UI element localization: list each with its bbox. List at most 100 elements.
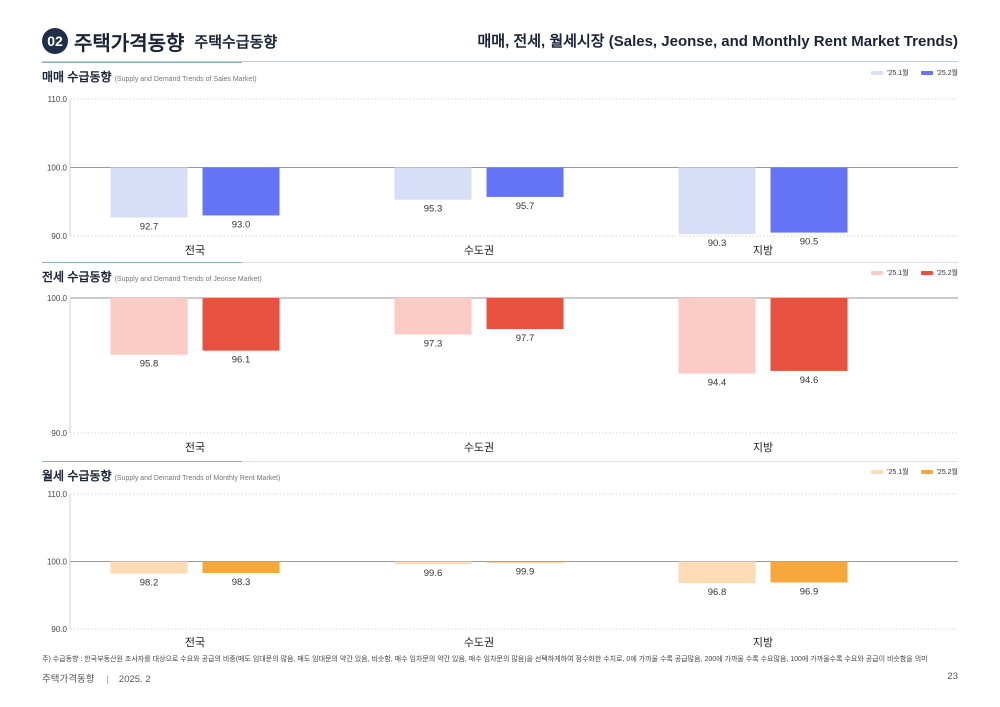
header-divider	[42, 61, 958, 62]
bar	[110, 167, 188, 218]
bar	[678, 167, 756, 234]
data-label: 99.9	[516, 567, 535, 578]
legend-label: '25.1월	[887, 469, 909, 476]
data-label: 96.9	[800, 586, 819, 597]
bar	[770, 167, 848, 233]
footer: 주택가격동향 | 2025. 2	[42, 671, 151, 685]
data-label: 95.3	[424, 204, 443, 215]
legend-label: '25.2월	[936, 270, 958, 277]
section-accent-line	[42, 461, 242, 462]
page-title: 주택가격동향	[74, 32, 185, 55]
bar	[110, 298, 188, 355]
section-accent-line	[42, 262, 242, 263]
bar	[202, 167, 280, 216]
category-label: 전국	[185, 441, 205, 454]
data-label: 99.6	[424, 568, 443, 579]
legend-item: '25.2월	[920, 268, 958, 278]
legend-item: '25.2월	[920, 68, 958, 78]
data-label: 98.3	[232, 577, 251, 588]
category-label: 수도권	[464, 441, 494, 454]
bar	[770, 298, 848, 371]
page-subtitle: 주택수급동향	[194, 33, 278, 51]
data-label: 95.8	[140, 359, 159, 370]
y-tick-label: 90.0	[51, 232, 67, 241]
bar	[394, 298, 472, 335]
footer-report-name: 주택가격동향	[42, 674, 95, 685]
legend-label: '25.1월	[887, 70, 909, 77]
data-label: 97.3	[424, 338, 443, 349]
y-tick-label: 90.0	[51, 625, 67, 634]
y-tick-label: 100.0	[47, 558, 68, 567]
bar	[110, 561, 188, 574]
legend-label: '25.1월	[887, 270, 909, 277]
page-right-title: 매매, 전세, 월세시장 (Sales, Jeonse, and Monthly…	[477, 33, 959, 50]
y-tick-label: 90.0	[51, 429, 67, 438]
data-label: 94.6	[800, 375, 819, 386]
jeonse-chart-title: 전세 수급동향 (Supply and Demand Trends of Jeon…	[42, 270, 262, 284]
legend-item: '25.1월	[871, 268, 909, 278]
footnote: 주) 수급동향 : 한국부동산원 조사자를 대상으로 수요와 공급의 비중(매도…	[42, 656, 928, 663]
bar	[486, 298, 564, 330]
data-label: 98.2	[140, 578, 159, 589]
legend-swatch	[920, 470, 933, 474]
page-number: 23	[947, 671, 958, 682]
footer-separator: |	[106, 674, 109, 685]
legend-item: '25.1월	[871, 467, 909, 477]
data-label: 95.7	[516, 201, 535, 212]
category-label: 전국	[185, 244, 205, 257]
data-label: 90.3	[708, 238, 727, 249]
rent-chart-title: 월세 수급동향 (Supply and Demand Trends of Mont…	[42, 469, 281, 483]
category-label: 전국	[185, 636, 205, 649]
footer-date: 2025. 2	[118, 674, 151, 685]
bar	[486, 167, 564, 197]
category-label: 수도권	[464, 244, 494, 257]
data-label: 96.8	[708, 587, 727, 598]
rent-section: 월세 수급동향 (Supply and Demand Trends of Mont…	[42, 461, 958, 651]
bar	[394, 167, 472, 200]
legend-swatch	[871, 470, 884, 474]
legend-swatch	[871, 71, 884, 75]
page-header: 02 주택가격동향 주택수급동향	[42, 26, 277, 56]
legend-swatch	[920, 71, 933, 75]
sales-section: 매매 수급동향 (Supply and Demand Trends of Sale…	[42, 62, 958, 260]
chart-legend: '25.1월 '25.2월	[859, 68, 958, 78]
legend-swatch	[871, 271, 884, 275]
jeonse-chart: 100.0 90.0 95.8 96.1 전국 97.3 97.7 수도권 94.4 94.6 지방	[47, 294, 958, 454]
bar	[678, 298, 756, 374]
section-accent-line	[42, 62, 242, 63]
y-tick-label: 100.0	[47, 164, 68, 173]
sales-chart-title: 매매 수급동향 (Supply and Demand Trends of Sale…	[42, 70, 257, 84]
category-label: 지방	[753, 244, 773, 257]
bar	[770, 561, 848, 583]
legend-swatch	[920, 271, 933, 275]
y-tick-label: 110.0	[48, 490, 68, 499]
legend-label: '25.2월	[936, 469, 958, 476]
bar	[678, 561, 756, 584]
y-tick-label: 110.0	[48, 95, 68, 104]
section-number-badge: 02	[42, 28, 68, 54]
bar	[394, 561, 472, 565]
data-label: 92.7	[140, 222, 159, 233]
category-label: 지방	[753, 636, 773, 649]
bar	[202, 298, 280, 351]
section-divider	[42, 262, 958, 263]
data-label: 93.0	[232, 219, 251, 230]
bar	[486, 561, 564, 563]
jeonse-section: 전세 수급동향 (Supply and Demand Trends of Jeon…	[42, 262, 958, 460]
bar	[202, 561, 280, 573]
legend-label: '25.2월	[936, 70, 958, 77]
sales-chart: 110.0 100.0 90.0 92.7 93.0 전국 95.3 95.7 수도권 90.3 9…	[47, 95, 958, 257]
data-label: 90.5	[800, 237, 819, 248]
legend-item: '25.2월	[920, 467, 958, 477]
section-divider	[42, 461, 958, 462]
legend-item: '25.1월	[871, 68, 909, 78]
data-label: 94.4	[708, 378, 727, 389]
chart-legend: '25.1월 '25.2월	[859, 268, 958, 278]
y-tick-label: 100.0	[47, 294, 68, 303]
chart-legend: '25.1월 '25.2월	[859, 467, 958, 477]
data-label: 96.1	[232, 355, 251, 366]
rent-chart: 110.0 100.0 90.0 98.2 98.3 전국 99.6 99.9 수도권 96.8 9…	[47, 490, 958, 649]
category-label: 수도권	[464, 636, 494, 649]
data-label: 97.7	[516, 333, 535, 344]
category-label: 지방	[753, 441, 773, 454]
